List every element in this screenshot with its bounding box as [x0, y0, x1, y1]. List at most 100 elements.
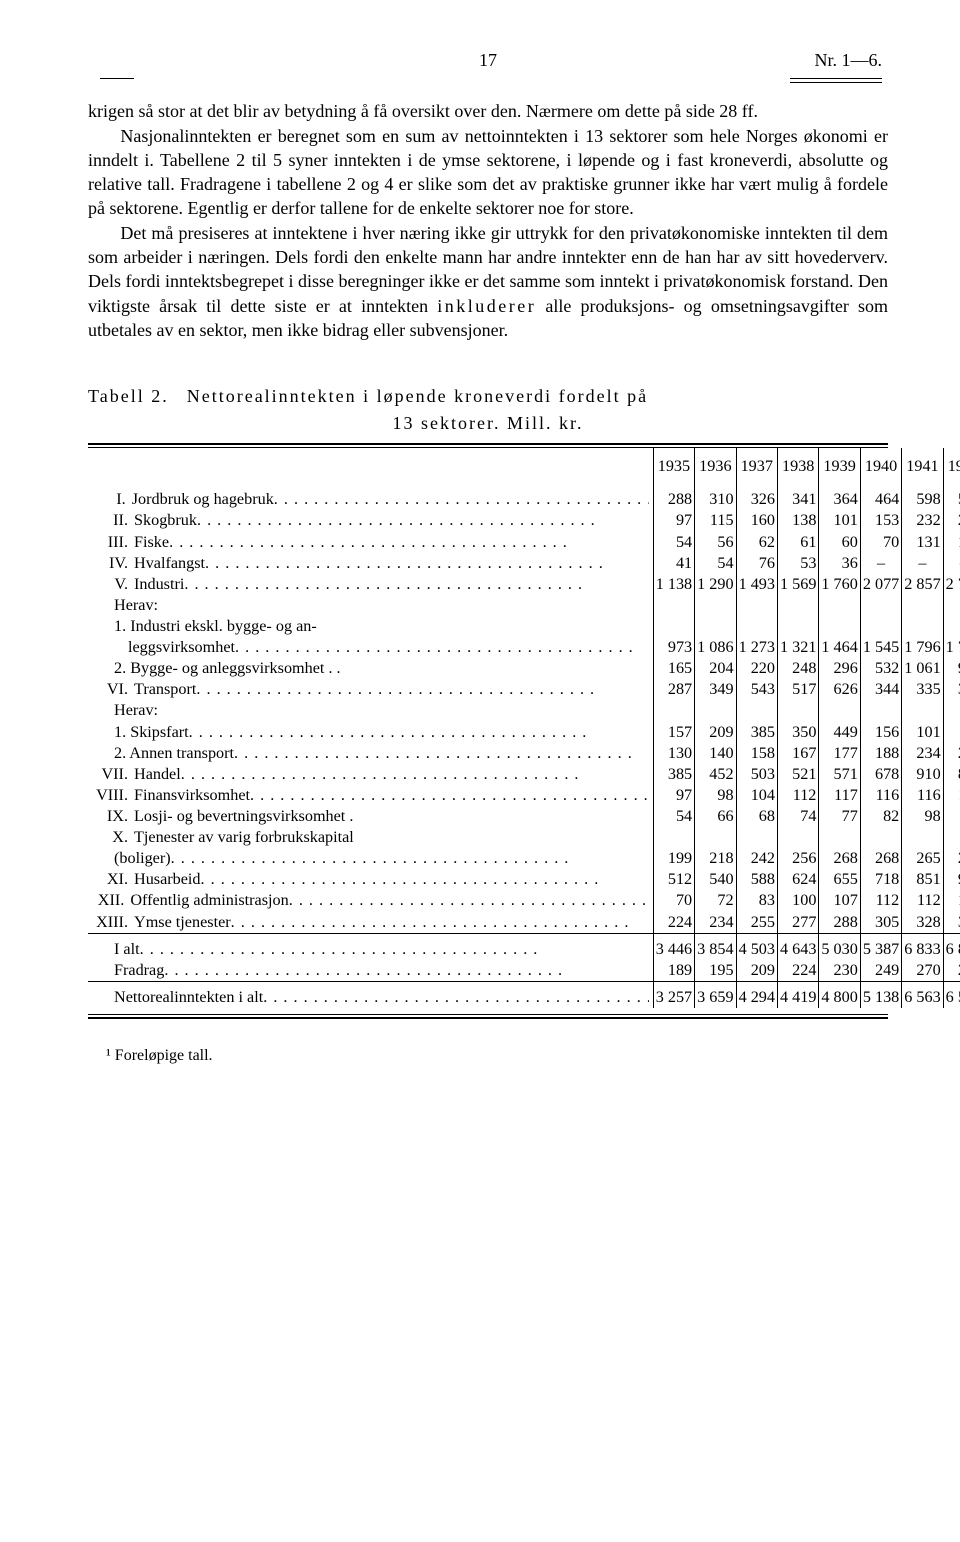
table-cell: 224 [653, 912, 694, 934]
table-cell: 248 [777, 658, 818, 679]
table-cell: 160 [736, 510, 777, 531]
table-cell: 156 [860, 722, 901, 743]
table-cell: 209 [736, 960, 777, 982]
table-cell: 101 [902, 722, 943, 743]
paragraph-3: Det må presiseres at inntektene i hver n… [88, 221, 888, 342]
table-cell: 335 [902, 679, 943, 700]
table-cell: 54 [695, 553, 736, 574]
table-cell: 195 [695, 960, 736, 982]
table-cell: 36 [819, 553, 860, 574]
table-cell [777, 616, 818, 637]
table-cell: 678 [860, 764, 901, 785]
table-cell [695, 700, 736, 721]
table-row: VII.Handel385452503521571678910835830 [88, 764, 960, 785]
table-cell: 157 [653, 722, 694, 743]
table-cell: 112 [902, 890, 943, 911]
table-row: V.Industri1 1381 2901 4931 5691 7602 077… [88, 574, 960, 595]
table-row: II.Skogbruk97115160138101153232232234 [88, 510, 960, 531]
table-cell: 350 [777, 722, 818, 743]
table-cell [777, 827, 818, 848]
table-cell [736, 700, 777, 721]
table-cell [819, 616, 860, 637]
table-cell: 53 [777, 553, 818, 574]
table-cell: 6 563 [902, 982, 943, 1008]
table-cell: 115 [695, 510, 736, 531]
paragraph-1: krigen så stor at det blir av betydning … [88, 99, 888, 123]
table-cell: 158 [736, 743, 777, 764]
row-label: IV.Hvalfangst [88, 553, 653, 574]
table-cell [860, 595, 901, 616]
table-cell: 512 [653, 869, 694, 890]
page-number: 17 [357, 48, 620, 72]
row-label: (boliger) [88, 848, 653, 869]
table-cell [819, 595, 860, 616]
table-cell: 449 [819, 722, 860, 743]
table-cell: 116 [902, 785, 943, 806]
table-cell [860, 827, 901, 848]
row-label: Fradrag [88, 960, 653, 982]
table-cell: 354 [943, 912, 960, 934]
table-cell: 70 [653, 890, 694, 911]
row-label: XII.Offentlig administrasjon [88, 890, 653, 911]
table-row: 2. Bygge- og anleggsvirksomhet . .165204… [88, 658, 960, 679]
table-cell: 107 [819, 890, 860, 911]
table-cell: 452 [695, 764, 736, 785]
table-cell: 204 [695, 658, 736, 679]
table-cell: 153 [860, 510, 901, 531]
table-cell: 540 [695, 869, 736, 890]
table-cell: 910 [902, 764, 943, 785]
row-label: Herav: [88, 700, 653, 721]
table-cell: 571 [819, 764, 860, 785]
row-label: VIII.Finansvirksomhet [88, 785, 653, 806]
table-cell: 100 [777, 890, 818, 911]
issue-number: Nr. 1—6. [619, 48, 882, 72]
table-cell: 1 493 [736, 574, 777, 595]
table-cell [902, 700, 943, 721]
table-cell: 54 [653, 806, 694, 827]
table-cell: 4 800 [819, 982, 860, 1008]
table-cell: 2 857 [902, 574, 943, 595]
table-row: XIII.Ymse tjenester224234255277288305328… [88, 912, 960, 934]
table-cell: 1 290 [695, 574, 736, 595]
table-cell: 296 [819, 658, 860, 679]
table-cell: 76 [736, 553, 777, 574]
table-cell: 4 643 [777, 934, 818, 960]
table-cell: 199 [653, 848, 694, 869]
table-cell: 218 [695, 848, 736, 869]
table-cell: 5 387 [860, 934, 901, 960]
table-cell [695, 827, 736, 848]
table-cell [943, 616, 960, 637]
table-cell: 328 [902, 912, 943, 934]
table-cell: 234 [695, 912, 736, 934]
table-row: X.Tjenester av varig forbrukskapital [88, 827, 960, 848]
table-cell: 116 [860, 785, 901, 806]
table-cell: 112 [777, 785, 818, 806]
table-cell: 4 503 [736, 934, 777, 960]
paragraph-2: Nasjonalinntekten er beregnet som en sum… [88, 124, 888, 221]
table-cell [653, 827, 694, 848]
row-label: X.Tjenester av varig forbrukskapital [88, 827, 653, 848]
table-cell: 4 419 [777, 982, 818, 1008]
table-cell [777, 700, 818, 721]
table-row: VIII.Finansvirksomhet9798104112117116116… [88, 785, 960, 806]
table-cell: 1 321 [777, 637, 818, 658]
table-cell [819, 827, 860, 848]
table-cell: 96 [943, 722, 960, 743]
table-cell: 104 [736, 785, 777, 806]
table-row: 1. Industri ekskl. bygge- og an- [88, 616, 960, 637]
table-cell: 1 273 [736, 637, 777, 658]
table-cell: 517 [777, 679, 818, 700]
table-cell: – [943, 553, 960, 574]
spaced-word-inkluderer: inkluderer [437, 296, 536, 316]
row-label: 1. Skipsfart [88, 722, 653, 743]
table-cell: 66 [695, 806, 736, 827]
table-cell: 230 [819, 960, 860, 982]
table-cell [736, 827, 777, 848]
table-cell: 982 [943, 869, 960, 890]
table-cell: 275 [943, 960, 960, 982]
row-label: VII.Handel [88, 764, 653, 785]
table-row: XII.Offentlig administrasjon707283100107… [88, 890, 960, 911]
row-label: 2. Bygge- og anleggsvirksomhet . . [88, 658, 653, 679]
table-cell: 61 [777, 532, 818, 553]
table-cell: 973 [653, 637, 694, 658]
